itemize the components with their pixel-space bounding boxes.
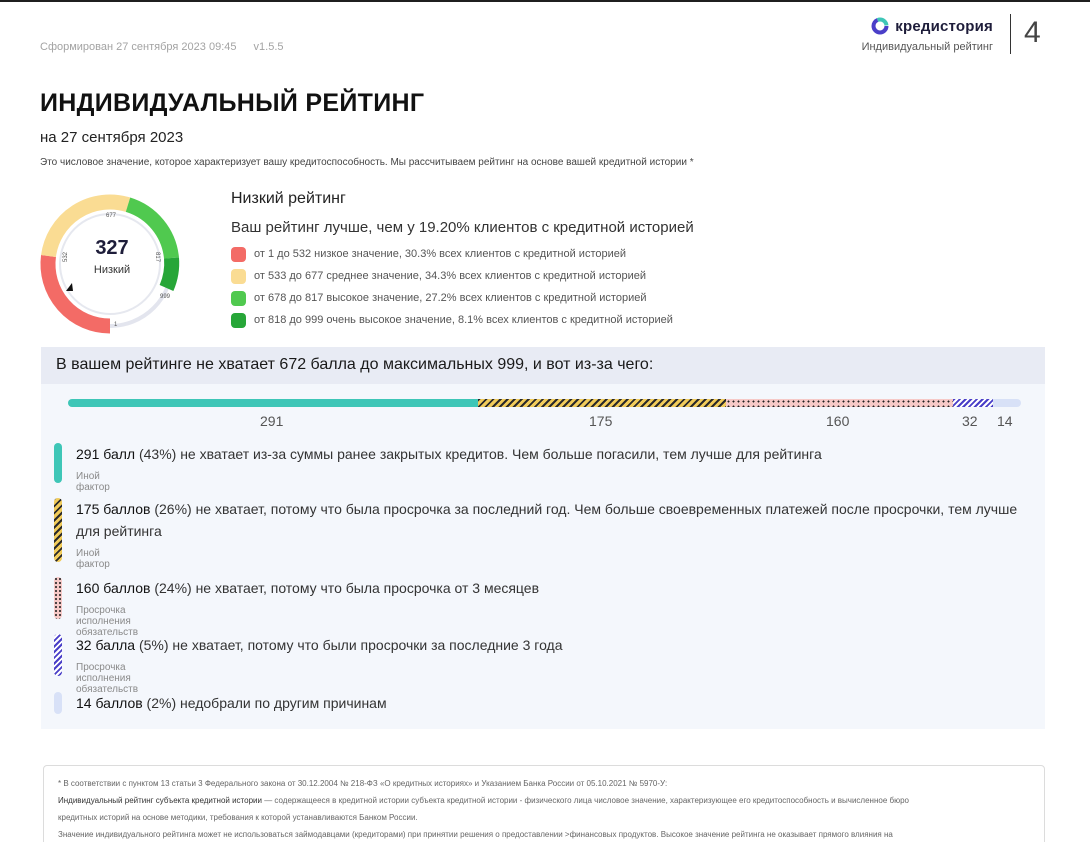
reason-category: Просрочка исполнения обязательств xyxy=(76,662,139,695)
bar-segment-other xyxy=(993,399,1021,407)
reason-text: 32 балла (5%) не хватает, потому что был… xyxy=(76,634,1026,656)
footnote-line: кредитных историй на основе методики, тр… xyxy=(58,813,418,822)
reason-description: (24%) не хватает, потому что была просро… xyxy=(150,580,540,596)
reason-description: (5%) не хватает, потому что были просроч… xyxy=(135,637,563,653)
legend-item-low: от 1 до 532 низкое значение, 30.3% всех … xyxy=(231,243,673,265)
breakdown-bar xyxy=(68,399,1021,407)
bar-label-14: 14 xyxy=(997,413,1013,429)
reason-marker xyxy=(54,443,62,483)
gauge-tick-532: 532 xyxy=(63,251,69,262)
rating-level-title: Низкий рейтинг xyxy=(231,190,346,207)
footnote-definition: — содержащееся в кредитной истории субъе… xyxy=(261,796,909,805)
legend-item-medium: от 533 до 677 среднее значение, 34.3% вс… xyxy=(231,265,673,287)
page-number: 4 xyxy=(1024,16,1041,49)
breakdown-header: В вашем рейтинге не хватает 672 балла до… xyxy=(41,347,1045,384)
rating-score: 327 xyxy=(95,237,129,259)
gauge-tick-817: 817 xyxy=(154,252,160,263)
brand-block: кредистория Индивидуальный рейтинг xyxy=(862,17,993,53)
gauge-tick-999: 999 xyxy=(160,294,171,300)
reason-marker xyxy=(54,498,62,562)
rating-gauge: 1 532 677 817 999 xyxy=(40,194,180,334)
page-title: ИНДИВИДУАЛЬНЫЙ РЕЙТИНГ xyxy=(40,89,425,117)
reason-text: 291 балл (43%) не хватает из-за суммы ра… xyxy=(76,443,1026,465)
brand-name: кредистория xyxy=(895,17,993,35)
footnote-line: Индивидуальный рейтинг субъекта кредитно… xyxy=(58,792,1030,809)
reason-text: 14 баллов (2%) недобрали по другим причи… xyxy=(76,692,1026,714)
page-number-divider xyxy=(1010,14,1011,54)
rating-legend: от 1 до 532 низкое значение, 30.3% всех … xyxy=(231,243,673,331)
report-meta: Сформирован 27 сентября 2023 09:45 v1.5.… xyxy=(40,41,284,53)
bar-segment-closed-credits xyxy=(68,399,478,407)
legend-text-low: от 1 до 532 низкое значение, 30.3% всех … xyxy=(254,248,627,260)
legend-swatch-high xyxy=(231,290,246,306)
reason-description: (2%) недобрали по другим причинам xyxy=(142,695,387,711)
gauge-tick-1: 1 xyxy=(114,322,118,328)
kredistoria-logo-icon xyxy=(871,17,889,35)
rating-date: на 27 сентября 2023 xyxy=(40,129,184,146)
gauge-segment-high xyxy=(125,197,179,260)
footnote-line: * В соответствии с пунктом 13 статьи 3 Ф… xyxy=(58,779,668,788)
reason-points: 291 балл xyxy=(76,446,136,462)
reason-marker xyxy=(54,634,62,676)
reason-text: 175 баллов (26%) не хватает, потому что … xyxy=(76,498,1026,542)
bar-segment-overdue-year xyxy=(478,399,726,407)
legend-text-medium: от 533 до 677 среднее значение, 34.3% вс… xyxy=(254,270,647,282)
legend-swatch-low xyxy=(231,246,246,262)
generated-timestamp: Сформирован 27 сентября 2023 09:45 xyxy=(40,41,237,53)
version-label: v1.5.5 xyxy=(253,41,284,53)
reason-text: 160 баллов (24%) не хватает, потому что … xyxy=(76,577,1026,599)
brand-subtitle: Индивидуальный рейтинг xyxy=(861,41,993,53)
legend-swatch-very-high xyxy=(231,312,246,328)
rating-comparison: Ваш рейтинг лучше, чем у 19.20% клиентов… xyxy=(231,219,694,236)
legend-swatch-medium xyxy=(231,268,246,284)
reason-category: Иной фактор xyxy=(76,548,110,570)
bar-label-160: 160 xyxy=(826,413,850,429)
bar-segment-overdue-3-months xyxy=(726,399,953,407)
rating-score-label: Низкий xyxy=(93,264,131,276)
bar-label-32: 32 xyxy=(962,413,978,429)
rating-description: Это числовое значение, которое характери… xyxy=(40,157,694,168)
footnote-line: Значение индивидуального рейтинга может … xyxy=(58,830,893,839)
legend-text-high: от 678 до 817 высокое значение, 27.2% вс… xyxy=(254,292,647,304)
gauge-segment-medium xyxy=(41,194,131,258)
top-rule xyxy=(0,0,1090,2)
reason-description: (26%) не хватает, потому что была просро… xyxy=(76,501,1018,539)
reason-category: Просрочка исполнения обязательств xyxy=(76,605,139,638)
bar-segment-overdue-3-years xyxy=(953,399,993,407)
reason-points: 14 баллов xyxy=(76,695,143,711)
reason-marker xyxy=(54,692,62,714)
reason-marker xyxy=(54,577,62,619)
reason-points: 32 балла xyxy=(76,637,136,653)
legend-item-high: от 678 до 817 высокое значение, 27.2% вс… xyxy=(231,287,673,309)
gauge-tick-677: 677 xyxy=(106,213,117,219)
gauge-segment-low xyxy=(40,255,111,334)
breakdown-heading: В вашем рейтинге не хватает 672 балла до… xyxy=(56,356,654,373)
legend-text-very-high: от 818 до 999 очень высокое значение, 8.… xyxy=(254,314,673,326)
reason-description: (43%) не хватает из-за суммы ранее закры… xyxy=(135,446,822,462)
bar-label-175: 175 xyxy=(589,413,613,429)
footnote-box: * В соответствии с пунктом 13 статьи 3 Ф… xyxy=(43,765,1045,842)
brand-logo: кредистория xyxy=(862,17,993,35)
footnote-term: Индивидуальный рейтинг субъекта кредитно… xyxy=(58,796,262,805)
breakdown-panel: В вашем рейтинге не хватает 672 балла до… xyxy=(41,347,1045,729)
gauge-segment-very-high xyxy=(159,257,180,292)
reason-points: 160 баллов xyxy=(76,580,151,596)
reason-points: 175 баллов xyxy=(76,501,151,517)
bar-label-291: 291 xyxy=(260,413,284,429)
legend-item-very-high: от 818 до 999 очень высокое значение, 8.… xyxy=(231,309,673,331)
reason-category: Иной фактор xyxy=(76,471,110,493)
gauge-pointer xyxy=(66,283,73,291)
